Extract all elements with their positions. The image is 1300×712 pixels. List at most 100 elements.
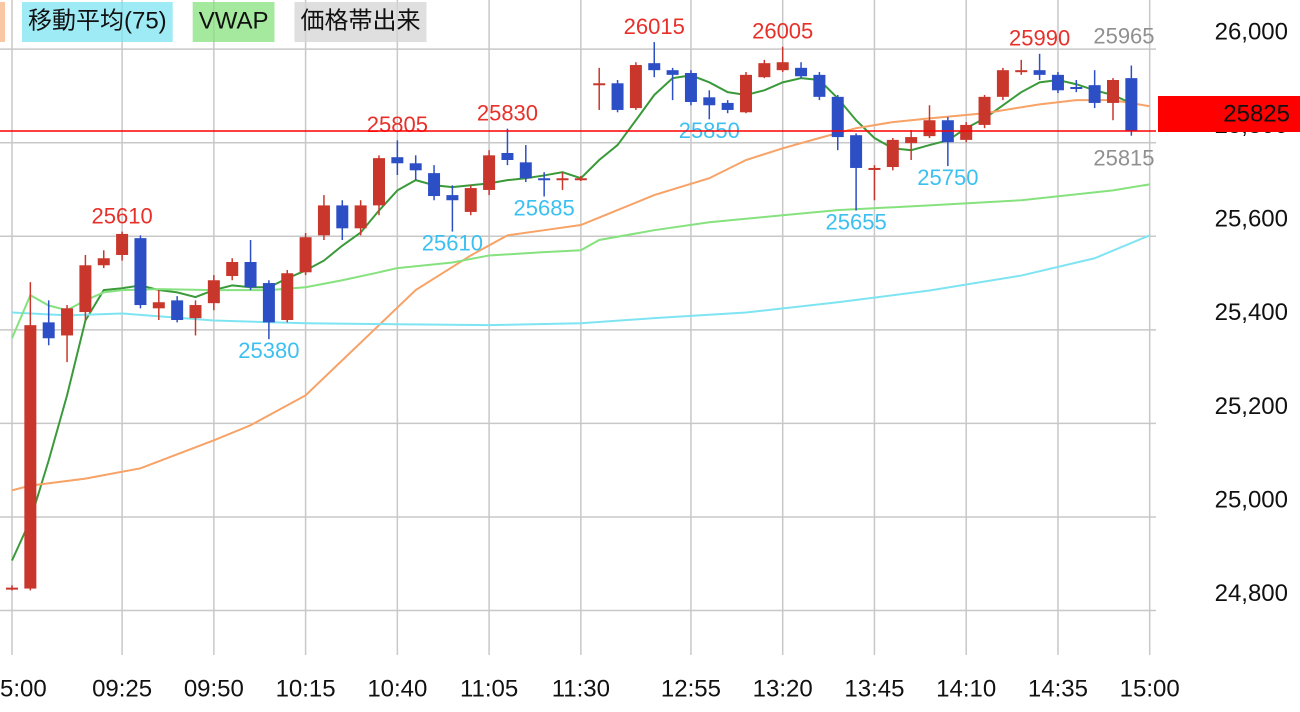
candle-body: [42, 322, 55, 339]
candle-body: [978, 96, 991, 125]
price-annotation: 25610: [92, 203, 153, 228]
candle-body: [446, 195, 459, 201]
candle-body: [207, 280, 220, 304]
legend-box: [192, 2, 275, 42]
x-tick-label: 5:00: [0, 675, 47, 702]
candle-body: [574, 178, 587, 181]
x-tick-label: 09:25: [92, 675, 152, 702]
x-tick-label: 10:40: [367, 675, 427, 702]
price-annotation: 26015: [624, 14, 685, 39]
candle-body: [684, 72, 697, 102]
candle-body: [740, 74, 752, 113]
candle-body: [1070, 87, 1083, 90]
price-annotation: 25685: [514, 195, 575, 220]
price-annotation: 25610: [422, 230, 483, 255]
plot-area: 25610 25805 25830 26015 26005 25990 25380 25610…: [0, 14, 1156, 591]
price-annotation: 25750: [917, 165, 978, 190]
candle-body: [905, 137, 918, 144]
candle-body: [244, 262, 257, 288]
candle-body: [1107, 80, 1119, 103]
legend-swatch-cut: [0, 2, 5, 42]
x-tick-label: 14:35: [1028, 675, 1088, 702]
candle-body: [593, 83, 606, 86]
candle-body: [868, 167, 881, 170]
candle-body: [24, 325, 37, 589]
x-tick-label: 13:45: [844, 675, 904, 702]
candle-body: [262, 283, 275, 323]
candle-body: [666, 70, 679, 75]
legend-label: 移動平均(75): [28, 7, 167, 34]
candle-body: [226, 262, 239, 277]
x-tick-label: 14:10: [936, 675, 996, 702]
grid: [0, 0, 1156, 655]
candle-body: [354, 205, 367, 229]
y-tick-label: 26,000: [1215, 18, 1288, 45]
price-annotation: 25830: [477, 100, 538, 125]
candle-body: [79, 265, 92, 313]
candle-body: [960, 124, 973, 140]
legend-box: [294, 2, 427, 42]
y-tick-label: 25,200: [1215, 393, 1288, 420]
candle-body: [152, 302, 165, 309]
candle-body: [61, 308, 74, 336]
candle-body: [1051, 74, 1064, 91]
candle-body: [703, 97, 716, 106]
axes: 24,80025,00025,20025,40025,60025,80026,0…: [0, 18, 1300, 702]
x-tick-label: 11:05: [460, 675, 518, 702]
price-annotation: 25805: [367, 112, 428, 137]
legend-label: 価格帯出来: [300, 7, 420, 34]
candle-body: [758, 63, 771, 78]
candle-body: [1033, 70, 1046, 75]
y-tick-label: 25,000: [1215, 486, 1288, 513]
price-annotation: 25655: [826, 209, 887, 234]
candle-body: [97, 258, 110, 266]
candle-body: [1125, 78, 1138, 131]
legend-box: [22, 2, 173, 42]
candle-body: [1088, 85, 1101, 103]
candle-body: [519, 162, 532, 179]
indicator-line: [11, 99, 1150, 492]
candle-body: [850, 135, 863, 168]
candle-body: [1015, 70, 1028, 73]
candle-body: [428, 173, 441, 197]
candle-body: [996, 70, 1009, 97]
x-tick-label: 09:50: [184, 675, 244, 702]
candle-body: [171, 300, 184, 321]
candle-body: [795, 67, 808, 77]
legend: 移動平均(75) VWAP 価格帯出来: [0, 2, 427, 42]
legend-label: VWAP: [199, 7, 269, 34]
price-annotation: 25990: [1009, 26, 1070, 51]
candle-body: [721, 102, 734, 110]
candle-body: [373, 158, 385, 206]
x-tick-label: 11:30: [552, 675, 610, 702]
candle-body: [391, 157, 404, 164]
candle-body: [483, 155, 496, 190]
candle-body: [189, 305, 202, 319]
y-tick-label: 25,400: [1215, 299, 1288, 326]
candle-body: [134, 238, 147, 306]
price-annotation: 25380: [238, 338, 299, 363]
candle-body: [813, 74, 826, 97]
candle-body: [409, 163, 422, 171]
x-tick-label: 10:15: [276, 675, 336, 702]
candle-body: [464, 188, 477, 212]
candle-body: [281, 273, 294, 321]
candle-body: [299, 237, 312, 273]
candle-body: [776, 62, 789, 71]
x-tick-label: 12:55: [661, 675, 721, 702]
x-tick-label: 15:00: [1120, 675, 1180, 702]
indicator-line: [11, 234, 1151, 327]
candle-body: [317, 205, 330, 236]
candle-body: [538, 178, 551, 181]
latest-annotation: 25815: [1093, 145, 1154, 170]
last-price-label: 25825: [1223, 100, 1290, 127]
candle-body: [556, 178, 569, 181]
candle-body: [886, 139, 899, 168]
y-tick-label: 24,800: [1215, 580, 1288, 607]
candle-body: [116, 233, 129, 255]
candle-body: [648, 63, 661, 71]
candle-body: [501, 152, 514, 161]
candle-body: [6, 587, 18, 590]
x-tick-label: 13:20: [753, 675, 813, 702]
